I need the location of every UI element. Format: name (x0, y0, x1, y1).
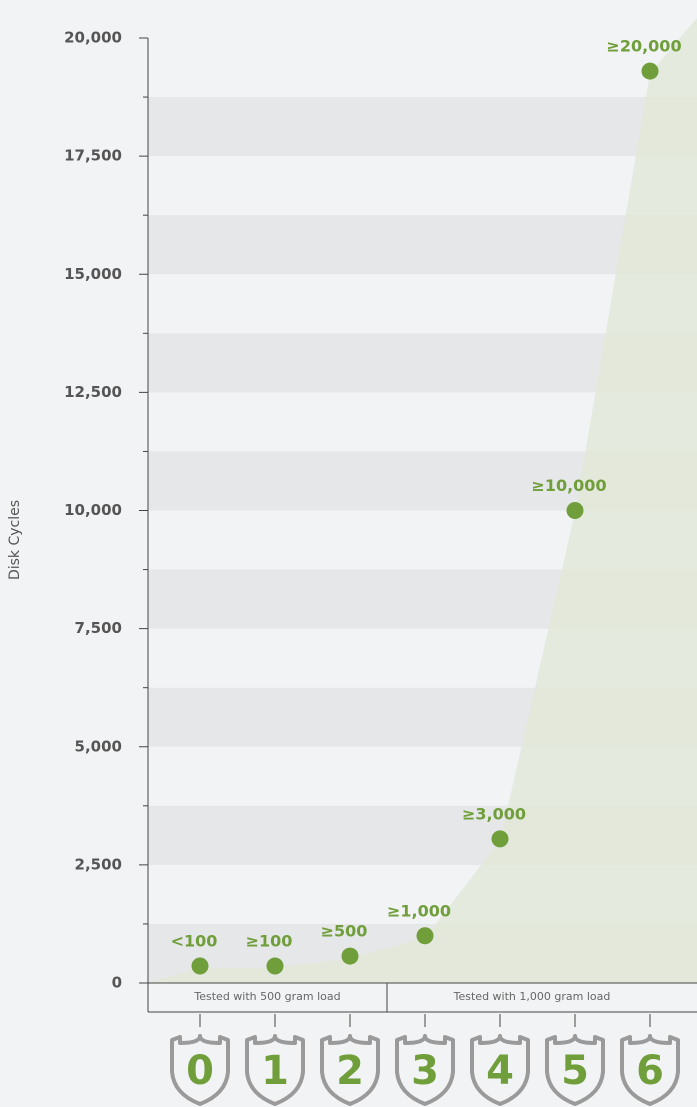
y-tick-label: 10,000 (64, 501, 122, 519)
shield (545, 1034, 605, 1106)
point (641, 62, 659, 80)
x-tick-label: 4 (486, 1048, 514, 1094)
point-label: ≥1,000 (387, 901, 451, 920)
point (266, 957, 284, 975)
point (191, 957, 209, 975)
y-tick-label: 17,500 (64, 147, 122, 165)
point-label: ≥20,000 (606, 37, 681, 56)
y-tick-label: 2,500 (75, 855, 122, 873)
point (491, 830, 509, 848)
y-axis-label: Disk Cycles (7, 500, 23, 580)
point-label: ≥3,000 (462, 804, 526, 823)
point-label: ≥10,000 (531, 476, 606, 495)
area (148, 18, 697, 983)
shield (170, 1034, 230, 1106)
x-tick-label: 2 (336, 1048, 364, 1094)
point-label: ≥100 (246, 931, 293, 950)
x-tick-label: 3 (411, 1048, 439, 1094)
point (416, 927, 434, 945)
shield (245, 1034, 305, 1106)
y-tick-label: 20,000 (64, 29, 122, 47)
y-tick-label: 7,500 (75, 619, 122, 637)
y-tick-label: 12,500 (64, 383, 122, 401)
x-tick-label: 5 (561, 1048, 589, 1094)
point-label: ≥500 (321, 922, 368, 941)
shield (395, 1034, 455, 1106)
group-label: Tested with 500 gram load (193, 990, 340, 1003)
shield (470, 1034, 530, 1106)
shield (620, 1034, 680, 1106)
y-tick-label: 5,000 (75, 737, 122, 755)
x-tick-label: 0 (186, 1048, 214, 1094)
x-tick-label: 6 (636, 1048, 664, 1094)
group-label: Tested with 1,000 gram load (453, 990, 611, 1003)
shield (320, 1034, 380, 1106)
y-tick-label: 15,000 (64, 265, 122, 283)
point-label: <100 (171, 931, 218, 950)
grid-band (148, 97, 697, 157)
point (566, 502, 584, 519)
grid-band (148, 215, 697, 275)
y-tick-label: 0 (112, 974, 122, 992)
x-tick-label: 1 (261, 1048, 289, 1094)
point (341, 947, 359, 965)
